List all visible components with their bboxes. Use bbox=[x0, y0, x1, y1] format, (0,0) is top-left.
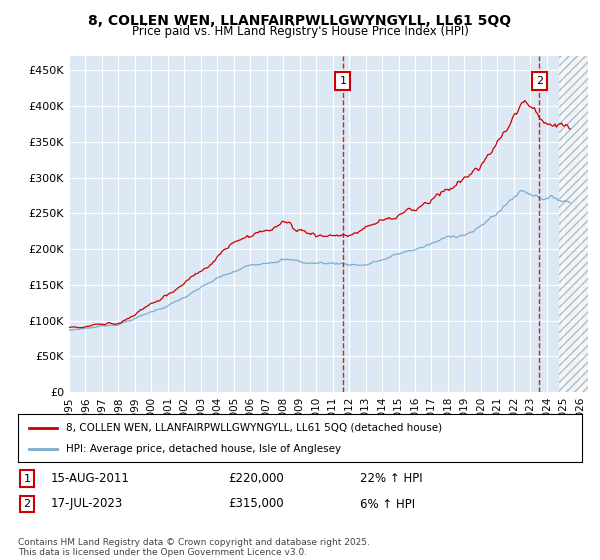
Bar bbox=[559, 56, 588, 392]
Text: 8, COLLEN WEN, LLANFAIRPWLLGWYNGYLL, LL61 5QQ: 8, COLLEN WEN, LLANFAIRPWLLGWYNGYLL, LL6… bbox=[88, 14, 512, 28]
Text: HPI: Average price, detached house, Isle of Anglesey: HPI: Average price, detached house, Isle… bbox=[66, 444, 341, 454]
Text: 8, COLLEN WEN, LLANFAIRPWLLGWYNGYLL, LL61 5QQ (detached house): 8, COLLEN WEN, LLANFAIRPWLLGWYNGYLL, LL6… bbox=[66, 423, 442, 433]
Text: 1: 1 bbox=[23, 474, 31, 484]
Text: 2: 2 bbox=[536, 76, 543, 86]
Text: 6% ↑ HPI: 6% ↑ HPI bbox=[360, 497, 415, 511]
Text: Contains HM Land Registry data © Crown copyright and database right 2025.
This d: Contains HM Land Registry data © Crown c… bbox=[18, 538, 370, 557]
Text: 17-JUL-2023: 17-JUL-2023 bbox=[51, 497, 123, 511]
Text: 2: 2 bbox=[23, 499, 31, 509]
Text: £315,000: £315,000 bbox=[228, 497, 284, 511]
Text: 1: 1 bbox=[340, 76, 346, 86]
Text: 15-AUG-2011: 15-AUG-2011 bbox=[51, 472, 130, 486]
Text: Price paid vs. HM Land Registry's House Price Index (HPI): Price paid vs. HM Land Registry's House … bbox=[131, 25, 469, 38]
Text: 22% ↑ HPI: 22% ↑ HPI bbox=[360, 472, 422, 486]
Text: £220,000: £220,000 bbox=[228, 472, 284, 486]
